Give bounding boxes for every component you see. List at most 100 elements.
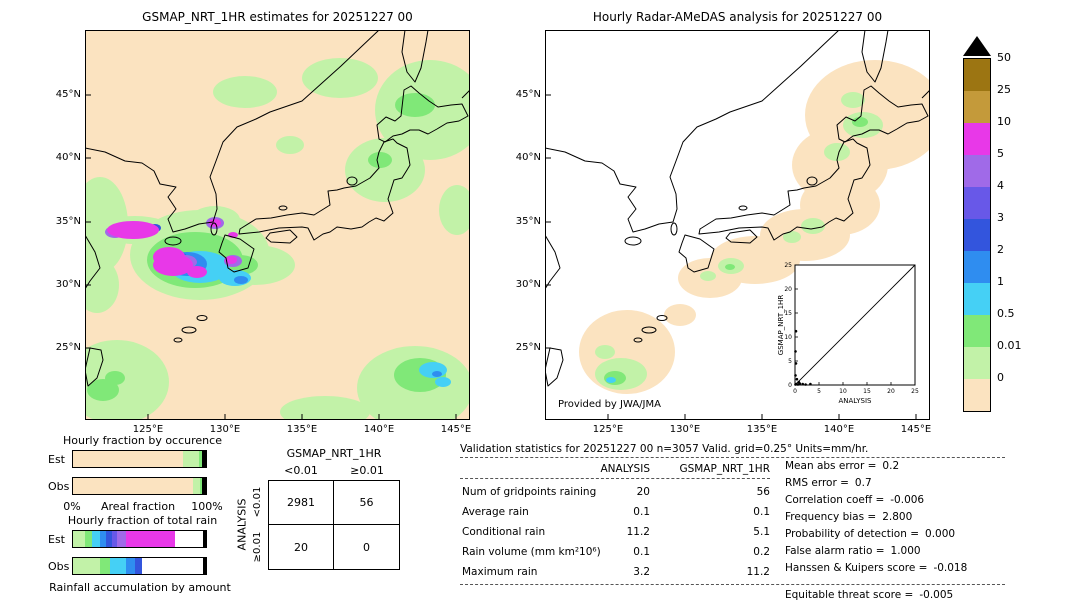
svg-text:20: 20 xyxy=(887,388,895,395)
stats-value-analysis: 0.1 xyxy=(633,546,650,558)
score-value: 0.7 xyxy=(854,477,872,489)
stats-value-gsmap: 11.2 xyxy=(746,566,770,578)
colorbar-segment xyxy=(964,347,990,379)
contingency-grid: 2981 56 20 0 xyxy=(268,480,400,570)
lat-tick-label: 30°N xyxy=(515,279,541,290)
score-value: -0.005 xyxy=(919,589,954,601)
score-label: Equitable threat score = xyxy=(785,589,914,601)
colorbar-tick-label: 2 xyxy=(997,243,1004,256)
row-label-obs: Obs xyxy=(48,560,70,573)
left-map xyxy=(85,30,470,420)
contingency-row-axis-label: ANALYSIS xyxy=(235,498,249,551)
bar-segment xyxy=(201,451,206,467)
bar-segment xyxy=(91,531,100,547)
bar-segment xyxy=(203,531,206,547)
stats-row-label: Maximum rain xyxy=(462,566,538,578)
svg-text:5: 5 xyxy=(788,358,792,365)
map-frame-ticks xyxy=(85,30,470,420)
colorbar-tick-label: 3 xyxy=(997,211,1004,224)
rain-peach xyxy=(579,60,930,394)
lat-tick-label: 35°N xyxy=(55,216,81,227)
svg-text:10: 10 xyxy=(839,388,847,395)
contingency-col-header: ≥0.01 xyxy=(350,464,384,477)
occurrence-bar-est xyxy=(72,450,207,468)
stats-value-analysis: 11.2 xyxy=(626,526,650,538)
colorbar-tick-label: 5 xyxy=(997,147,1004,160)
row-label-est: Est xyxy=(48,453,65,466)
colorbar-segment xyxy=(964,59,990,91)
axis-min-label: 0% xyxy=(63,500,81,513)
lat-tick-label: 45°N xyxy=(515,89,541,100)
svg-text:20: 20 xyxy=(784,286,792,293)
divider xyxy=(460,457,1005,458)
colorbar-tick-label: 0.5 xyxy=(997,307,1015,320)
totalrain-bar-est xyxy=(72,530,207,548)
score-line: False alarm ratio = 1.000 xyxy=(785,545,921,557)
stats-row-label: Average rain xyxy=(462,506,529,518)
lat-tick-label: 40°N xyxy=(55,152,81,163)
inset-tick-labels: 0 5 10 15 20 25 0 5 10 15 20 25 xyxy=(784,262,919,395)
colorbar-segment xyxy=(964,251,990,283)
colorbar-tick-label: 0.01 xyxy=(997,339,1022,352)
score-label: False alarm ratio = xyxy=(785,545,885,557)
lon-tick-label: 140°E xyxy=(363,424,395,435)
left-map-title: GSMAP_NRT_1HR estimates for 20251227 00 xyxy=(142,10,413,24)
rain-green xyxy=(604,117,868,385)
score-label: Correlation coeff = xyxy=(785,494,885,506)
colorbar-segment xyxy=(964,379,990,411)
bar-segment xyxy=(73,558,100,574)
contingency-row-header: <0.01 xyxy=(252,486,263,518)
lon-tick-label: 135°E xyxy=(286,424,318,435)
contingency-cell: 20 xyxy=(269,525,334,569)
lat-tick-label: 40°N xyxy=(515,152,541,163)
lat-tick-label: 45°N xyxy=(55,89,81,100)
score-line: Equitable threat score = -0.005 xyxy=(785,589,953,601)
score-value: 0.000 xyxy=(925,528,956,540)
colorbar-tick-label: 1 xyxy=(997,275,1004,288)
stats-header: Validation statistics for 20251227 00 n=… xyxy=(460,443,869,455)
occurrence-chart-title: Hourly fraction by occurence xyxy=(63,434,222,447)
bar-segment xyxy=(126,531,176,547)
left-map-rain xyxy=(85,58,470,420)
bar-segment xyxy=(84,531,92,547)
colorbar-segments xyxy=(963,58,991,412)
totalrain-bar-obs xyxy=(72,557,207,575)
stats-value-analysis: 0.1 xyxy=(633,506,650,518)
rain-magenta xyxy=(107,219,238,278)
colorbar-tick-label: 10 xyxy=(997,115,1011,128)
score-line: RMS error = 0.7 xyxy=(785,477,872,489)
bar-segment xyxy=(73,451,184,467)
contingency-cell: 2981 xyxy=(269,481,334,525)
svg-text:15: 15 xyxy=(863,388,871,395)
contingency-row-header: ≥0.01 xyxy=(252,531,263,563)
svg-text:0: 0 xyxy=(793,388,797,395)
colorbar-segment xyxy=(964,155,990,187)
bar-segment xyxy=(73,531,85,547)
colorbar-segment xyxy=(964,315,990,347)
inset-points xyxy=(794,329,812,386)
bar-segment xyxy=(110,558,127,574)
stats-value-gsmap: 56 xyxy=(756,486,770,498)
bar-segment xyxy=(106,531,112,547)
bar-segment xyxy=(192,478,200,494)
colorbar-segment xyxy=(964,283,990,315)
bar-segment xyxy=(142,558,204,574)
contingency-title: GSMAP_NRT_1HR xyxy=(286,447,382,460)
svg-text:25: 25 xyxy=(784,262,792,269)
lon-tick-label: 125°E xyxy=(592,424,624,435)
stats-col-gsmap: GSMAP_NRT_1HR xyxy=(679,463,770,475)
stats-row-label: Num of gridpoints raining xyxy=(462,486,597,498)
bar-segment xyxy=(199,451,202,467)
score-line: Mean abs error = 0.2 xyxy=(785,460,899,472)
stats-row-label: Conditional rain xyxy=(462,526,546,538)
score-line: Frequency bias = 2.800 xyxy=(785,511,912,523)
colorbar-segment xyxy=(964,123,990,155)
lat-tick-label: 35°N xyxy=(515,216,541,227)
inset-diagonal-line xyxy=(794,264,916,386)
colorbar-segment xyxy=(964,187,990,219)
lon-tick-label: 145°E xyxy=(440,424,472,435)
lat-tick-label: 25°N xyxy=(55,342,81,353)
bar-segment xyxy=(126,558,136,574)
score-value: 2.800 xyxy=(882,511,913,523)
